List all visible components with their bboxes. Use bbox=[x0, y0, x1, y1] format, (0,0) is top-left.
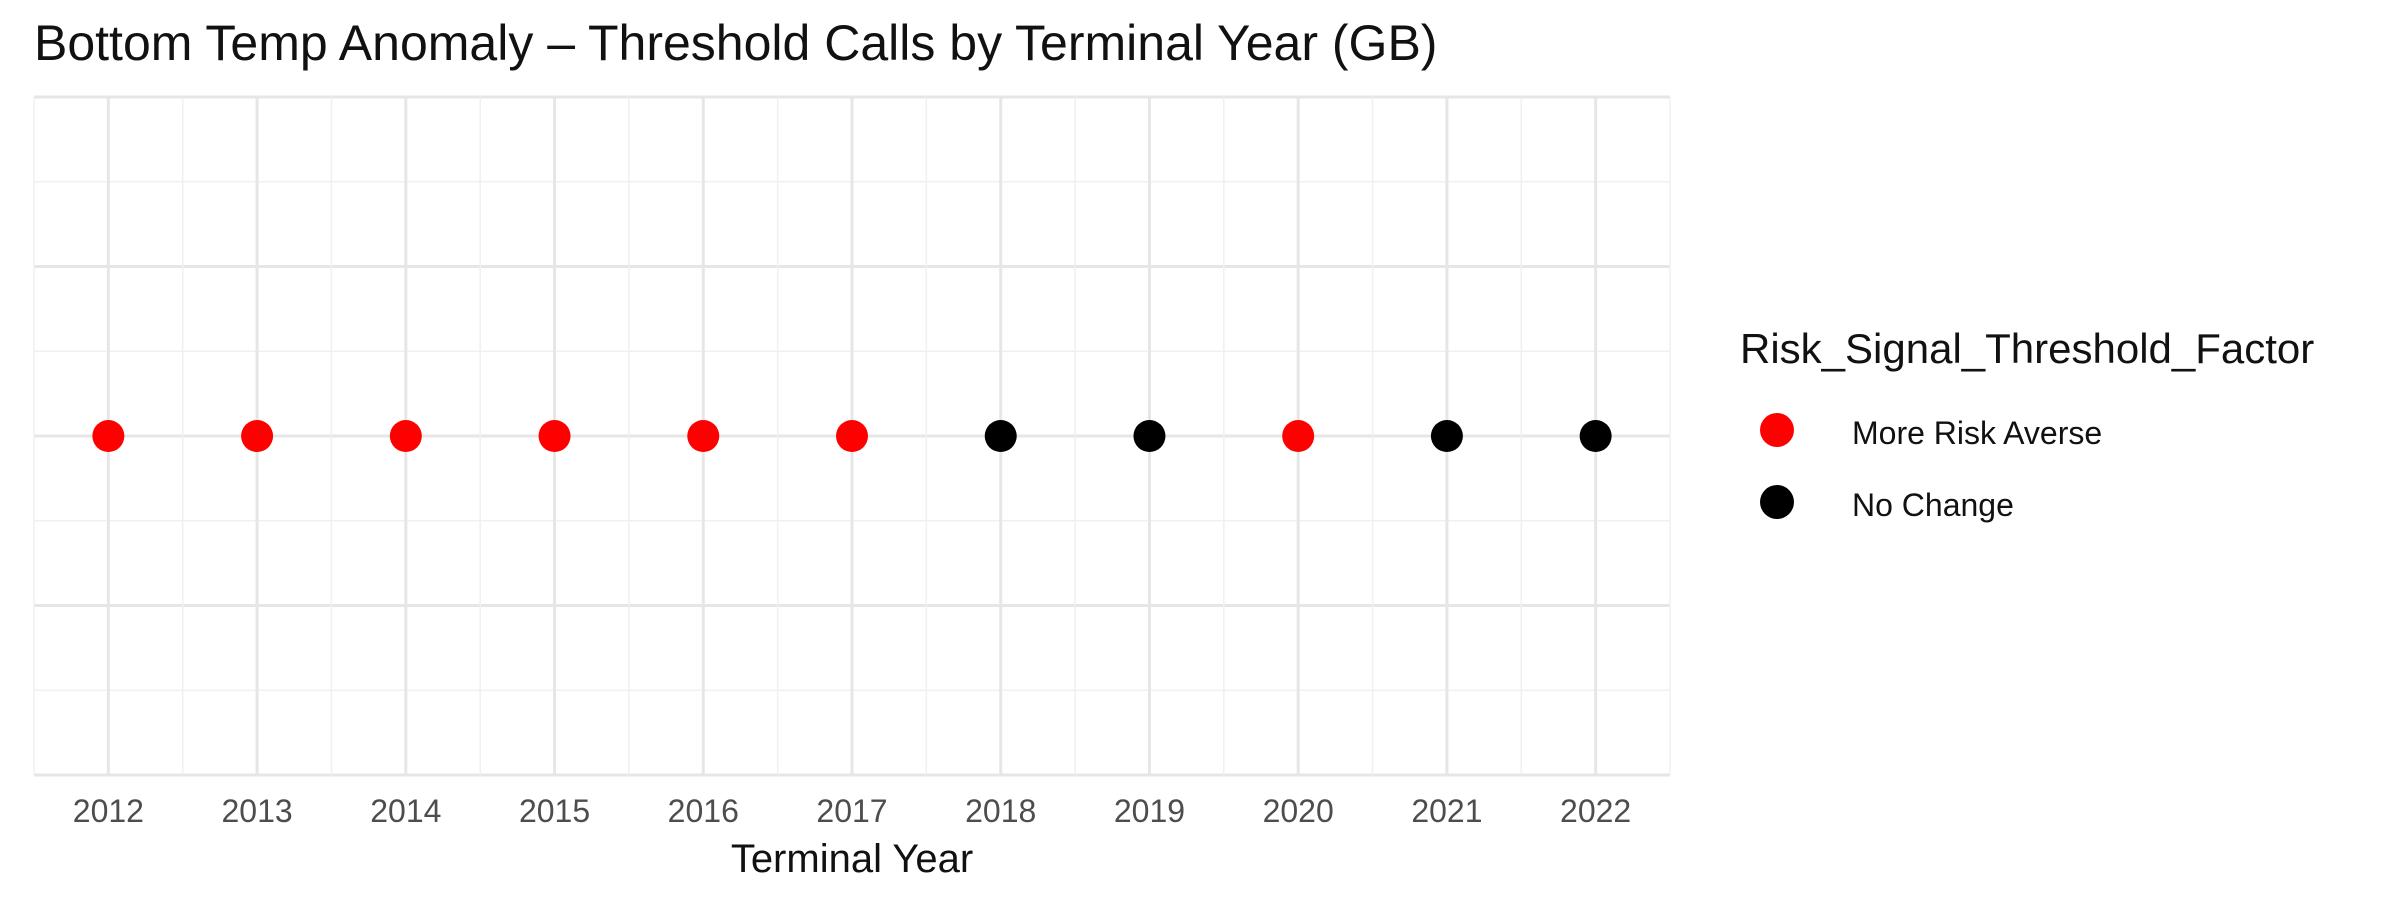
chart-title: Bottom Temp Anomaly – Threshold Calls by… bbox=[34, 15, 1438, 71]
data-point-2015 bbox=[538, 420, 571, 452]
data-point-2017 bbox=[836, 420, 868, 452]
data-point-2016 bbox=[687, 420, 720, 452]
data-point-2013 bbox=[241, 420, 274, 452]
x-tick-label: 2013 bbox=[221, 793, 292, 829]
data-point-2022 bbox=[1579, 420, 1612, 452]
x-axis-ticks: 2012 2013 2014 2015 2016 2017 2018 2019 2020 2021… bbox=[73, 793, 1631, 829]
data-point-2019 bbox=[1133, 420, 1166, 452]
legend-key-black-dot bbox=[1760, 485, 1794, 519]
x-tick-label: 2021 bbox=[1411, 793, 1482, 829]
data-point-2018 bbox=[984, 420, 1017, 452]
x-tick-label: 2016 bbox=[668, 793, 739, 829]
legend-key-red-dot bbox=[1760, 413, 1794, 447]
x-tick-label: 2020 bbox=[1263, 793, 1334, 829]
x-tick-label: 2017 bbox=[816, 793, 887, 829]
data-point-2012 bbox=[92, 420, 125, 452]
x-tick-label: 2014 bbox=[370, 793, 441, 829]
legend: Risk_Signal_Threshold_Factor More Risk A… bbox=[1740, 325, 2315, 523]
x-tick-label: 2022 bbox=[1560, 793, 1631, 829]
legend-label: No Change bbox=[1852, 487, 2014, 523]
grid-lines bbox=[33, 95, 1671, 777]
legend-title: Risk_Signal_Threshold_Factor bbox=[1740, 325, 2315, 372]
x-tick-label: 2015 bbox=[519, 793, 590, 829]
legend-label: More Risk Averse bbox=[1852, 415, 2103, 451]
data-point-2021 bbox=[1430, 420, 1463, 452]
x-tick-label: 2012 bbox=[73, 793, 144, 829]
x-tick-label: 2018 bbox=[965, 793, 1036, 829]
data-point-2014 bbox=[389, 420, 422, 452]
data-point-2020 bbox=[1282, 420, 1315, 452]
data-points bbox=[92, 420, 1612, 452]
x-axis-title: Terminal Year bbox=[731, 837, 973, 881]
x-tick-label: 2019 bbox=[1114, 793, 1185, 829]
